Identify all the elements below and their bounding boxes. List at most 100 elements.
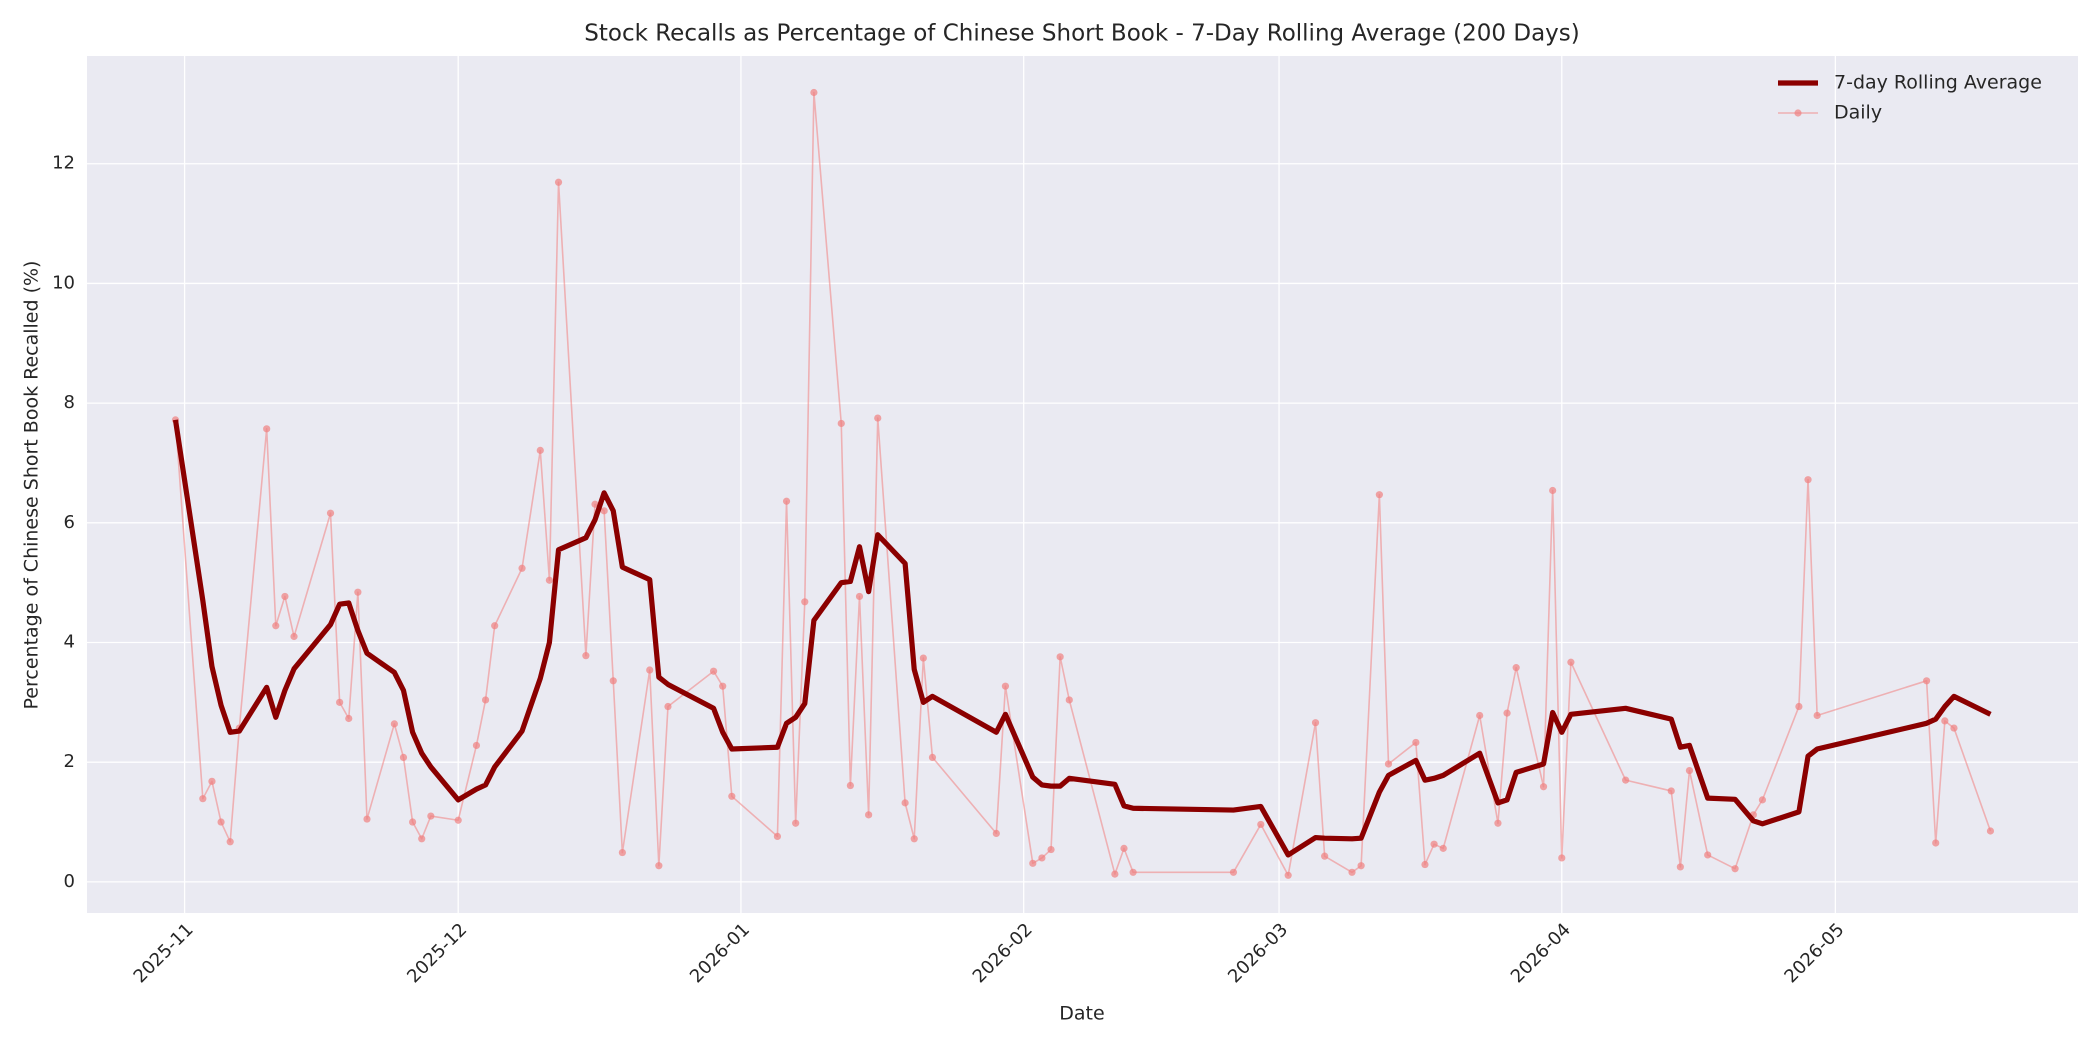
daily-point — [792, 819, 800, 827]
daily-point — [472, 741, 481, 750]
legend-label: Daily — [1834, 102, 1882, 124]
daily-point — [363, 815, 371, 823]
daily-point — [664, 702, 672, 711]
x-tick-label: 2025-12 — [403, 919, 471, 987]
daily-point — [773, 832, 782, 840]
daily-point — [992, 829, 1000, 838]
daily-point — [1029, 859, 1037, 867]
y-tick-label: 12 — [52, 153, 75, 174]
daily-point — [1539, 783, 1548, 791]
daily-point — [226, 838, 234, 846]
daily-point — [418, 835, 426, 843]
daily-point — [545, 576, 554, 584]
daily-point — [1038, 854, 1046, 862]
daily-point — [782, 497, 791, 505]
daily-point — [1001, 682, 1010, 690]
daily-point — [1384, 760, 1393, 768]
daily-point — [600, 507, 608, 515]
daily-point — [1229, 868, 1238, 876]
daily-point — [709, 667, 718, 675]
daily-point — [1129, 868, 1137, 876]
daily-point — [290, 632, 298, 641]
daily-point — [919, 654, 927, 662]
y-tick-label: 6 — [64, 512, 75, 533]
daily-point — [1120, 844, 1128, 852]
daily-point — [1321, 852, 1329, 860]
daily-point — [1950, 724, 1958, 732]
daily-point — [1430, 840, 1438, 848]
daily-point — [901, 799, 909, 807]
daily-point — [481, 696, 490, 704]
daily-point — [491, 622, 499, 630]
daily-point — [646, 666, 654, 674]
daily-point — [427, 812, 435, 820]
daily-point — [1549, 486, 1557, 495]
daily-point — [582, 652, 590, 660]
daily-point — [518, 564, 526, 572]
daily-point — [390, 720, 398, 728]
daily-point — [208, 777, 216, 785]
daily-point — [1065, 696, 1073, 704]
daily-point — [1412, 738, 1420, 747]
y-tick-label: 0 — [64, 871, 75, 892]
daily-point — [1813, 711, 1821, 720]
daily-point — [399, 753, 408, 761]
y-tick-label: 8 — [64, 392, 75, 413]
daily-point — [1476, 711, 1484, 720]
daily-point — [217, 818, 225, 826]
daily-point — [554, 178, 563, 186]
daily-point — [409, 818, 417, 826]
y-tick-label: 4 — [64, 631, 75, 652]
daily-point — [1494, 819, 1502, 827]
daily-line — [174, 91, 1992, 877]
daily-point — [801, 598, 809, 606]
daily-point — [1986, 827, 1995, 835]
daily-point — [354, 588, 362, 596]
daily-point — [1795, 702, 1803, 711]
daily-point — [609, 677, 617, 685]
daily-point — [1421, 860, 1429, 869]
daily-point — [1941, 717, 1949, 725]
daily-point — [336, 698, 344, 706]
daily-point — [1512, 664, 1520, 672]
daily-point — [1111, 870, 1119, 878]
daily-point — [1667, 787, 1675, 795]
legend-label: 7-day Rolling Average — [1834, 72, 2042, 94]
x-tick-label: 2026-04 — [1507, 919, 1575, 987]
daily-point — [928, 753, 937, 761]
daily-point — [618, 848, 626, 857]
daily-point — [1932, 839, 1940, 847]
daily-point — [1804, 476, 1812, 484]
average-line — [172, 419, 1992, 858]
daily-point — [326, 509, 335, 517]
daily-point — [1731, 865, 1739, 873]
daily-point — [1567, 658, 1575, 666]
daily-point — [1923, 677, 1931, 685]
daily-point — [1758, 796, 1767, 804]
series-layer — [171, 88, 1995, 879]
chart-title: Stock Recalls as Percentage of Chinese S… — [584, 21, 1580, 47]
daily-point — [728, 792, 736, 800]
daily-point — [1311, 719, 1320, 727]
daily-point — [910, 835, 918, 843]
daily-point — [454, 816, 462, 824]
daily-point — [865, 811, 873, 819]
legend: 7-day Rolling Average Daily — [1778, 72, 2042, 124]
daily-point — [1685, 766, 1694, 775]
daily-point — [719, 682, 727, 690]
daily-point — [272, 622, 280, 630]
daily-point — [1284, 871, 1292, 879]
plot-background — [87, 56, 2078, 913]
daily-point — [1558, 854, 1566, 862]
daily-point — [874, 414, 882, 422]
daily-point — [846, 781, 854, 790]
daily-point — [1439, 844, 1447, 852]
daily-point — [655, 862, 663, 870]
daily-point — [837, 419, 845, 428]
daily-point — [810, 88, 818, 97]
daily-point — [1676, 863, 1684, 871]
daily-point — [1047, 845, 1055, 854]
daily-point — [345, 714, 353, 723]
y-tick-label: 2 — [64, 751, 75, 772]
